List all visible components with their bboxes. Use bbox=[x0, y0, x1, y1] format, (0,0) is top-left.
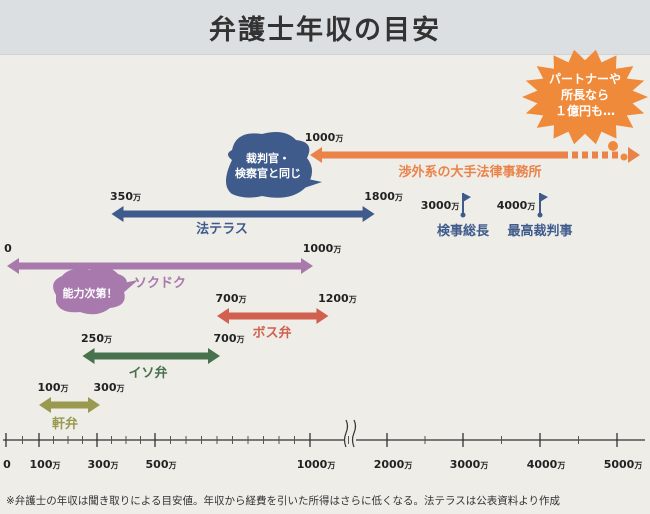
range-bar-5-arrowhead-right bbox=[208, 348, 220, 364]
range-min-label: 350万 bbox=[110, 190, 141, 203]
title-bar: 弁護士年収の目安 bbox=[0, 0, 650, 55]
range-bar-2-arrowhead-left bbox=[111, 206, 124, 222]
callout-text-partner: 所長なら bbox=[561, 87, 609, 102]
callout-text-partner: １億円も… bbox=[555, 103, 615, 118]
range-bar-1-arrowhead-right bbox=[628, 147, 640, 163]
axis-break-mark bbox=[343, 419, 349, 448]
callout-text-judge: 裁判官・ bbox=[246, 151, 290, 165]
range-max-label: 1000万 bbox=[303, 242, 342, 255]
flag-icon bbox=[463, 193, 471, 202]
flag-base bbox=[537, 212, 543, 218]
range-min-label: 700万 bbox=[216, 292, 247, 305]
axis-tick-label: 300万 bbox=[88, 458, 119, 471]
range-max-label: 1800万 bbox=[364, 190, 403, 203]
series-name-label: イソ弁 bbox=[128, 365, 167, 381]
range-bar-3 bbox=[7, 258, 313, 274]
range-bar-1 bbox=[310, 147, 640, 163]
callout-bubble-dot bbox=[620, 153, 628, 161]
range-min-label: 100万 bbox=[38, 381, 69, 394]
series-name-label: 軒弁 bbox=[52, 416, 78, 432]
callout-bubble-tail bbox=[118, 280, 138, 294]
range-bar-6-arrowhead-right bbox=[88, 397, 100, 413]
axis-tick-label: 0 bbox=[3, 458, 11, 471]
callout-text-skill: 能力次第！ bbox=[63, 286, 118, 300]
axis-tick-label: 2000万 bbox=[374, 458, 413, 471]
axis-tick-label: 100万 bbox=[30, 458, 61, 471]
flag-icon bbox=[540, 193, 548, 202]
range-max-label: 700万 bbox=[214, 332, 245, 345]
series-name-label: ボス弁 bbox=[252, 325, 291, 341]
range-bar-4-arrowhead-right bbox=[316, 308, 329, 324]
axis-break-mark bbox=[351, 419, 357, 448]
range-max-label: 300万 bbox=[94, 381, 125, 394]
range-bar-4 bbox=[217, 308, 329, 324]
range-max-label: 1200万 bbox=[318, 292, 357, 305]
series-name-label: 法テラス bbox=[196, 221, 248, 237]
callout-cloud-tail bbox=[303, 178, 322, 188]
marker-value-label: 3000万 bbox=[421, 199, 460, 212]
marker-name-label: 検事総長 bbox=[437, 223, 490, 239]
series-name-label: ソクドク bbox=[134, 276, 186, 291]
callout-burst-partner bbox=[522, 49, 648, 145]
callout-bubble-skill bbox=[53, 266, 127, 315]
range-bar-1-arrowhead-left bbox=[310, 147, 322, 163]
axis-tick-label: 4000万 bbox=[527, 458, 566, 471]
axis-tick-label: 500万 bbox=[146, 458, 177, 471]
footnote: ※弁護士の年収は聞き取りによる目安値。年収から経費を引いた所得はさらに低くなる。… bbox=[6, 495, 561, 507]
range-bar-5-arrowhead-left bbox=[82, 348, 95, 364]
axis-tick-label: 1000万 bbox=[297, 458, 336, 471]
range-bar-3-arrowhead-left bbox=[7, 258, 19, 274]
range-bar-2 bbox=[111, 206, 375, 222]
range-bar-3-arrowhead-right bbox=[301, 258, 313, 274]
range-bar-4-arrowhead-left bbox=[217, 308, 229, 324]
callout-cloud-judge bbox=[226, 132, 313, 198]
range-bar-2-arrowhead-right bbox=[362, 206, 375, 222]
marker-value-label: 4000万 bbox=[497, 199, 536, 212]
range-min-label: 0 bbox=[4, 242, 12, 255]
range-bar-5 bbox=[82, 348, 220, 364]
callout-text-judge: 検察官と同じ bbox=[235, 166, 301, 180]
range-min-label: 1000万 bbox=[305, 131, 344, 144]
range-bar-6-arrowhead-left bbox=[39, 397, 51, 413]
callout-bubble-dot bbox=[608, 141, 618, 151]
range-min-label: 250万 bbox=[81, 332, 112, 345]
range-bar-6 bbox=[39, 397, 100, 413]
axis-tick-label: 3000万 bbox=[450, 458, 489, 471]
callout-text-partner: パートナーや bbox=[549, 72, 621, 86]
series-name-label: 渉外系の大手法律事務所 bbox=[398, 164, 541, 180]
axis-tick-label: 5000万 bbox=[604, 458, 643, 471]
chart-title: 弁護士年収の目安 bbox=[209, 15, 441, 46]
flag-base bbox=[460, 212, 466, 218]
marker-name-label: 最高裁判事 bbox=[507, 223, 572, 239]
